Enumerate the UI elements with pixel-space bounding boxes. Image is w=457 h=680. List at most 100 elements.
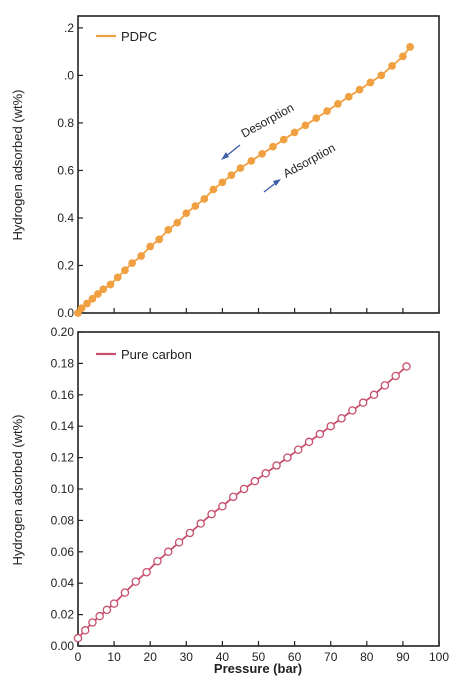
pure-carbon-y-tick-label: 0.14 — [51, 419, 75, 433]
pure-carbon-data-point — [337, 414, 346, 423]
pdpc-data-point — [279, 135, 288, 144]
pure-carbon-y-tick-label: 0.18 — [51, 356, 75, 370]
pure-carbon-data-point — [358, 398, 368, 407]
pdpc-data-point — [77, 304, 86, 313]
pdpc-data-point — [94, 290, 102, 298]
pure-carbon-y-tick-label: 0.00 — [51, 639, 75, 653]
pdpc-data-point — [323, 107, 331, 115]
pdpc-data-point — [182, 209, 191, 218]
pdpc-y-tick-label: 0.0 — [57, 306, 74, 320]
pure-carbon-data-point — [391, 371, 400, 381]
pdpc-data-point — [155, 235, 164, 244]
adsorption-label: Adsorption — [281, 141, 338, 181]
pure-carbon-data-point — [88, 618, 97, 627]
pdpc-data-point — [137, 252, 146, 260]
pdpc-data-point — [191, 202, 200, 210]
pdpc-data-point — [218, 178, 227, 187]
pure-carbon-x-tick-label: 60 — [288, 650, 302, 664]
pure-carbon-x-tick-label: 90 — [396, 650, 410, 664]
pdpc-series-group — [74, 43, 414, 317]
pdpc-y-axis-title: Hydrogen adsorbed (wt%) — [10, 89, 25, 240]
pdpc-y-tick-label: 0.6 — [57, 163, 74, 177]
pure-carbon-x-ticks: 0 10 20 30 40 50 60 70 80 90 100 — [75, 641, 449, 664]
pdpc-data-point — [247, 157, 256, 165]
pure-carbon-data-point — [196, 519, 205, 528]
pure-carbon-data-point — [95, 611, 104, 621]
pure-carbon-series-line — [77, 365, 408, 639]
pure-carbon-data-point — [153, 556, 162, 566]
pdpc-data-point — [344, 92, 353, 101]
pdpc-data-point — [83, 299, 91, 308]
pure-carbon-data-point — [142, 567, 151, 577]
pdpc-data-point — [106, 280, 115, 289]
pure-carbon-data-point — [73, 633, 83, 643]
pure-carbon-x-tick-label: 10 — [107, 650, 121, 664]
pdpc-data-point — [113, 273, 122, 282]
pdpc-data-point — [227, 171, 236, 180]
pdpc-data-point — [312, 114, 321, 123]
pure-carbon-y-tick-label: 0.16 — [51, 388, 75, 402]
pdpc-data-point — [290, 128, 299, 137]
pdpc-chart-panel: 0.0 0.2 0.4 0.6 0.8 .0 .2 Hydrogen adsorbed (w… — [10, 15, 440, 320]
x-axis-title: Pressure (bar) — [214, 661, 302, 676]
pure-carbon-data-point — [326, 421, 335, 431]
pdpc-legend-label: PDPC — [121, 29, 157, 44]
pdpc-data-point — [146, 242, 155, 251]
pure-carbon-x-tick-label: 30 — [180, 650, 194, 664]
pure-carbon-y-tick-label: 0.12 — [51, 451, 75, 465]
pdpc-y-tick-label: 0.2 — [57, 258, 74, 272]
pure-carbon-chart-panel: 0.00 0.02 0.04 0.06 0.08 0.10 0.12 0.14 0.16 0.18… — [10, 325, 449, 676]
pure-carbon-data-point — [348, 406, 357, 415]
pure-carbon-data-point — [218, 502, 227, 511]
pure-carbon-y-tick-label: 0.02 — [51, 608, 75, 622]
pure-carbon-series-group — [73, 362, 411, 643]
desorption-arrow-head — [221, 152, 229, 160]
pdpc-data-point — [406, 43, 414, 51]
pure-carbon-data-point — [250, 476, 260, 486]
pure-carbon-data-point — [272, 461, 281, 470]
pdpc-data-point — [164, 225, 173, 234]
pdpc-plot-frame — [77, 15, 440, 314]
pure-carbon-data-point — [185, 528, 195, 538]
pure-carbon-y-tick-label: 0.04 — [51, 576, 75, 590]
pure-carbon-data-point — [380, 381, 390, 390]
pure-carbon-data-point — [207, 509, 216, 519]
desorption-label: Desorption — [239, 100, 297, 140]
pure-carbon-y-tick-label: 0.06 — [51, 545, 75, 559]
pure-carbon-data-point — [80, 626, 90, 635]
pure-carbon-x-tick-label: 100 — [429, 650, 449, 664]
pdpc-data-point — [399, 52, 407, 61]
pure-carbon-data-point — [228, 492, 238, 502]
pdpc-data-point — [301, 121, 310, 130]
pure-carbon-data-point — [102, 605, 112, 615]
pure-carbon-data-point — [109, 599, 119, 608]
pdpc-data-point — [88, 294, 97, 303]
pure-carbon-y-tick-label: 0.20 — [51, 325, 75, 339]
pure-carbon-x-tick-label: 50 — [252, 650, 266, 664]
pdpc-data-point — [366, 78, 375, 87]
pure-carbon-data-point — [120, 588, 130, 597]
pure-carbon-data-point — [131, 577, 141, 586]
pure-carbon-data-point — [315, 429, 325, 439]
pure-carbon-x-tick-label: 70 — [324, 650, 338, 664]
adsorption-arrow-head — [273, 179, 281, 186]
pdpc-data-point — [269, 142, 277, 151]
pure-carbon-data-point — [283, 453, 292, 462]
pure-carbon-data-point — [163, 547, 173, 557]
pure-carbon-x-tick-label: 80 — [360, 650, 374, 664]
pdpc-data-point — [236, 164, 245, 172]
pure-carbon-plot-frame — [77, 331, 440, 647]
pdpc-data-point — [258, 149, 266, 158]
pdpc-y-tick-label: .0 — [64, 68, 74, 82]
pdpc-data-point — [334, 100, 342, 108]
pure-carbon-data-point — [402, 362, 411, 371]
pdpc-data-point — [200, 195, 209, 203]
pure-carbon-y-tick-label: 0.10 — [51, 482, 75, 496]
pure-carbon-legend: Pure carbon — [96, 347, 192, 362]
pdpc-data-point — [209, 185, 218, 194]
pure-carbon-data-point — [174, 538, 184, 547]
pdpc-data-point — [377, 71, 386, 80]
pdpc-y-tick-label: 0.4 — [57, 211, 74, 225]
desorption-annotation: Desorption — [221, 100, 296, 160]
pdpc-y-tick-label: 0.8 — [57, 116, 74, 130]
